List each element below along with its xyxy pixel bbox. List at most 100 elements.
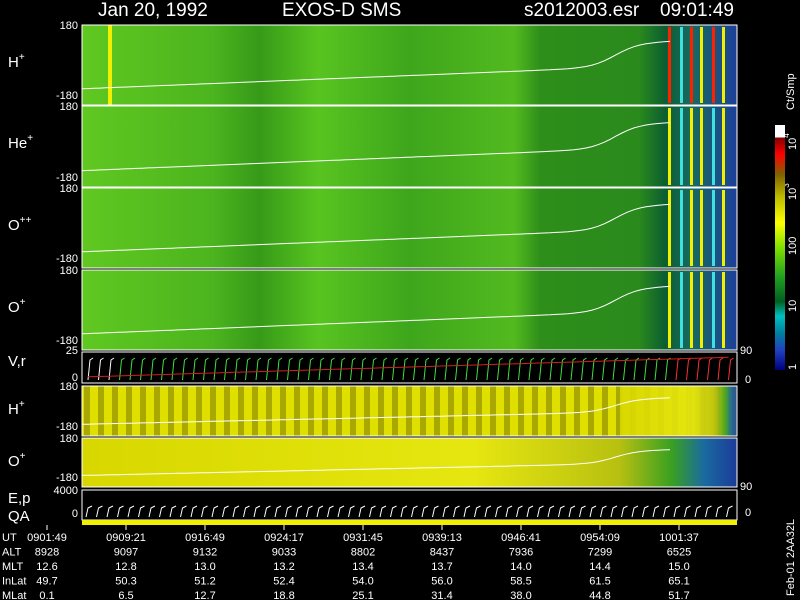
energy-trace [232, 505, 240, 518]
energy-trace [516, 505, 523, 518]
energy-trace [432, 505, 439, 518]
cell: 0909:21 [106, 532, 146, 544]
colorbar-label: 100 [787, 237, 799, 255]
y-max: 180 [60, 101, 78, 113]
velocity-trace [497, 357, 503, 381]
energy-trace [337, 505, 345, 518]
energy-trace [715, 505, 723, 518]
burst [690, 27, 693, 103]
colorbar-label-base: 10 [787, 138, 799, 150]
energy-trace [442, 505, 450, 518]
cell: 50.3 [115, 576, 136, 588]
energy-trace [379, 505, 387, 518]
panel-label: O+ [8, 451, 26, 470]
cell: 12.7 [194, 590, 215, 600]
burst [668, 190, 671, 266]
energy-frame [81, 489, 738, 521]
panel-label: H+ [8, 399, 25, 418]
panel-label-sup: ++ [20, 215, 32, 226]
cell: 8802 [351, 547, 375, 559]
panel-label: He+ [8, 133, 33, 152]
cell: 51.2 [194, 576, 215, 588]
cell: 13.4 [352, 561, 373, 573]
energy-trace [348, 505, 355, 518]
panel-label-sup: + [27, 133, 33, 144]
panel-label-base: O [8, 217, 20, 234]
energy-trace [106, 505, 114, 518]
burst [712, 27, 715, 103]
cell: 15.0 [668, 561, 689, 573]
right-min: 0 [745, 374, 751, 386]
energy-trace [558, 505, 565, 518]
burst [722, 190, 725, 266]
energy-trace [400, 505, 408, 518]
cell: 0.1 [39, 590, 54, 600]
velocity-trace [266, 357, 272, 381]
burst [690, 272, 693, 348]
energy-trace [285, 505, 292, 518]
energy-trace [201, 505, 208, 518]
cell: 44.8 [589, 590, 610, 600]
footer-note: Feb-01 2AA32L [785, 519, 797, 596]
energy-trace [211, 505, 219, 518]
energy-trace [705, 505, 712, 518]
velocity-trace [371, 357, 377, 381]
cell: 8437 [430, 547, 454, 559]
energy-trace [253, 505, 261, 518]
velocity-trace [150, 357, 157, 381]
burst [680, 27, 683, 103]
energy-trace [243, 505, 250, 518]
energy-trace [421, 505, 429, 518]
burst [668, 27, 671, 103]
y-max: 4000 [54, 485, 78, 497]
colorbar-label-sup: 3 [782, 183, 791, 188]
right-max: 90 [740, 481, 752, 493]
burst [668, 272, 671, 348]
velocity-trace [276, 357, 283, 381]
cell: 0954:09 [580, 532, 620, 544]
burst [722, 27, 725, 103]
velocity-trace [528, 357, 535, 381]
cell: 54.0 [352, 576, 373, 588]
cell: 61.5 [589, 576, 610, 588]
burst [700, 108, 703, 185]
velocity-trace [255, 357, 262, 381]
cell: 6.5 [118, 590, 133, 600]
panel-frame [81, 24, 738, 106]
right-min: 0 [745, 507, 751, 519]
cell: 0946:41 [501, 532, 541, 544]
cell: 14.0 [510, 561, 531, 573]
cell: 1001:37 [659, 532, 699, 544]
radius-trace [87, 356, 729, 378]
burst [700, 27, 703, 103]
energy-trace [306, 505, 313, 518]
energy-trace [568, 505, 576, 518]
burst [700, 272, 703, 348]
cell: 7936 [509, 547, 533, 559]
energy-trace [694, 505, 702, 518]
energy-trace [547, 505, 555, 518]
burst [712, 108, 715, 185]
panels: 180-180H+180-180He+180-180O++180-180O+18… [2, 20, 799, 600]
cell: 12.8 [115, 561, 136, 573]
velocity-trace [381, 357, 388, 381]
cell: 0916:49 [185, 532, 225, 544]
label: V,r [8, 353, 26, 370]
burst [680, 108, 683, 185]
label: E,p [8, 490, 31, 507]
energy-trace [505, 505, 513, 518]
energy-trace [117, 505, 124, 518]
velocity-trace [728, 357, 734, 381]
energy-trace [484, 505, 492, 518]
energy-trace [663, 505, 670, 518]
cell: 9132 [193, 547, 217, 559]
velocity-trace [297, 357, 304, 381]
energy-trace [610, 505, 618, 518]
energy-trace [138, 505, 145, 518]
energy-trace [316, 505, 324, 518]
pitch-angle-trace [81, 397, 671, 425]
panel-label: O+ [8, 297, 26, 316]
burst [712, 190, 715, 266]
energy-trace [96, 505, 103, 518]
velocity-trace [287, 357, 293, 381]
